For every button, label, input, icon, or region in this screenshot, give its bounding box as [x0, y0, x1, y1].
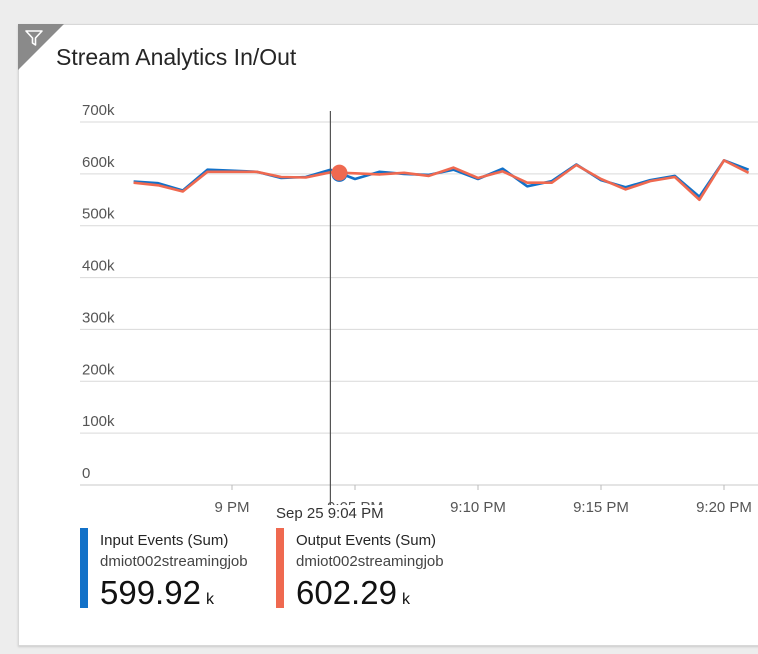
y-tick-label: 200k: [82, 361, 115, 378]
chart-title: Stream Analytics In/Out: [56, 44, 297, 70]
legend-value-unit: k: [401, 591, 410, 608]
legend-value: 602.29 k: [296, 574, 410, 612]
y-tick-label: 300k: [82, 309, 115, 326]
chart-tile[interactable]: [18, 24, 758, 646]
legend-series-name: Output Events (Sum): [296, 532, 437, 549]
y-tick-label: 0: [82, 465, 90, 482]
legend-series-name: Input Events (Sum): [100, 532, 229, 549]
y-tick-label: 400k: [82, 258, 115, 275]
series-line[interactable]: [133, 159, 750, 202]
legend-color-swatch: [80, 528, 88, 608]
legend-value-number: 602.29: [296, 574, 397, 611]
legend-value-number: 599.92: [100, 574, 201, 611]
y-tick-label: 100k: [82, 413, 115, 430]
y-tick-label: 500k: [82, 206, 115, 223]
x-tick-label: 9:15 PM: [573, 499, 629, 516]
legend-color-swatch: [276, 528, 284, 608]
legend-value-unit: k: [205, 591, 214, 608]
legend-value: 599.92 k: [100, 574, 214, 612]
cursor-point: [331, 164, 348, 181]
filter-icon[interactable]: [24, 28, 44, 48]
y-tick-label: 700k: [82, 102, 115, 119]
x-tick-label: 9:20 PM: [696, 499, 752, 516]
cursor-time-label: Sep 25 9:04 PM: [274, 505, 386, 522]
x-tick-label: 9 PM: [214, 499, 249, 516]
series-line[interactable]: [133, 159, 750, 198]
legend-resource-name: dmiot002streamingjob: [296, 553, 444, 570]
legend-resource-name: dmiot002streamingjob: [100, 553, 248, 570]
y-tick-label: 600k: [82, 154, 115, 171]
x-tick-label: 9:10 PM: [450, 499, 506, 516]
